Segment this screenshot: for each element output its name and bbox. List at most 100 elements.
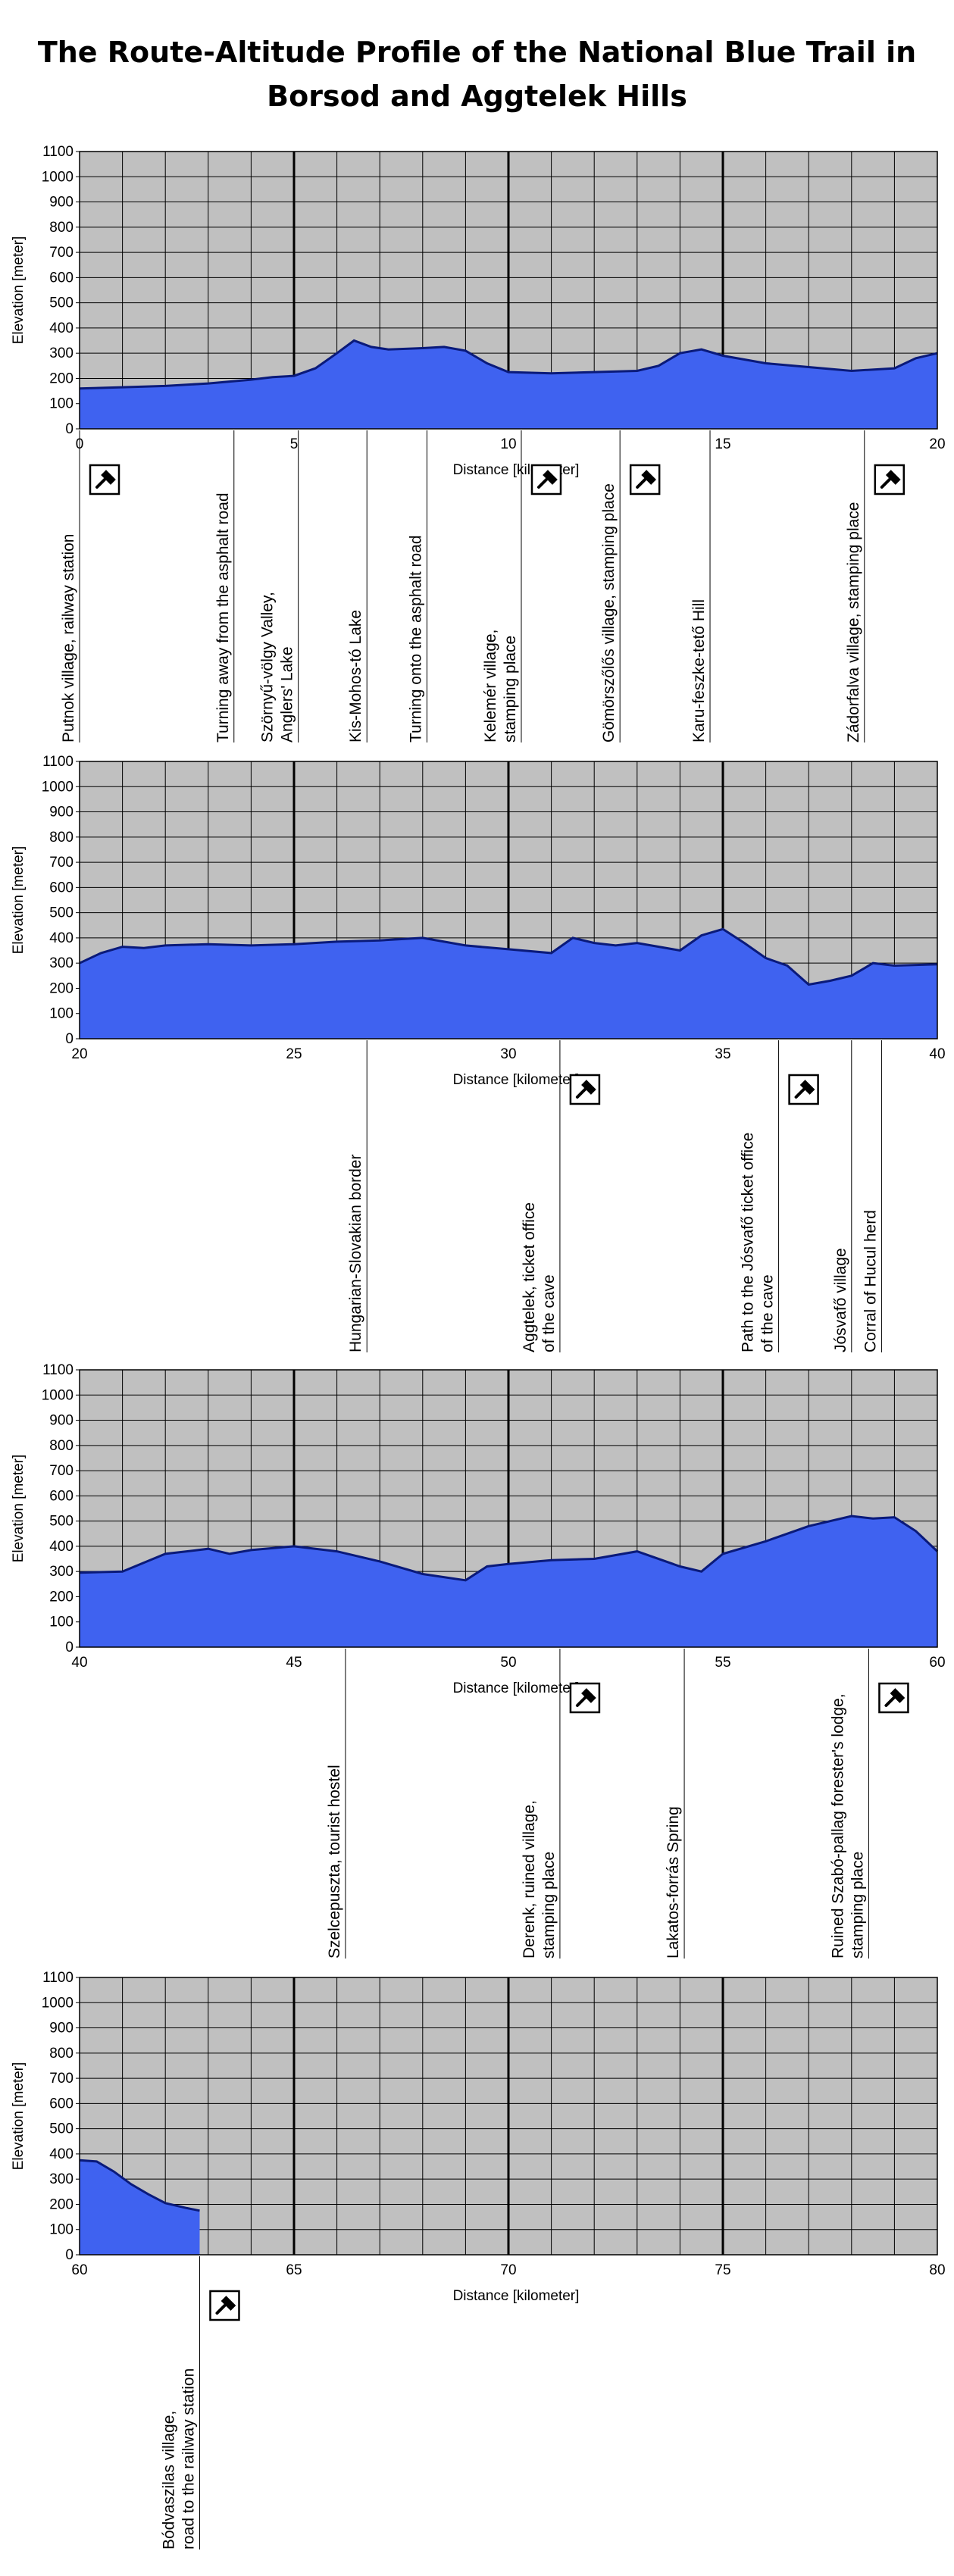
stamp-icon-glyph <box>794 1080 815 1099</box>
y-tick-label: 300 <box>49 345 74 361</box>
chart-panel-2: 0 100 200 300 400 500 600 700 800 900 1000 1100 20 25… <box>11 754 946 1352</box>
y-tick-label: 400 <box>49 2146 74 2162</box>
y-tick-label: 200 <box>49 980 74 996</box>
y-tick-label: 300 <box>49 955 74 971</box>
page-title-line-2: Borsod and Aggtelek Hills <box>267 80 687 113</box>
annotation: Bódvaszilas village, road to the railway … <box>160 2256 240 2549</box>
annotation-label: stamping place <box>502 636 519 742</box>
plot-frame <box>79 1977 938 2256</box>
stamp-icon-glyph <box>575 1688 596 1707</box>
elevation-line <box>79 2159 200 2212</box>
annotation: Ruined Szabó-pallag forester's lodge, sta… <box>829 1649 909 1959</box>
y-tick-label: 0 <box>65 421 74 437</box>
y-tick-label: 400 <box>49 320 74 336</box>
annotation: Karu-feszke-tető Hill <box>690 430 711 742</box>
y-tick-label: 0 <box>65 1031 74 1047</box>
y-tick-label: 1000 <box>42 1387 74 1403</box>
elevation-area <box>80 2160 200 2255</box>
y-tick-label: 800 <box>49 220 74 236</box>
y-tick-label: 1100 <box>42 754 74 770</box>
x-tick-label: 40 <box>71 1655 87 1671</box>
annotation: Hungarian-Slovakian border <box>347 1040 368 1353</box>
annotation: Putnok village, railway station <box>60 430 120 742</box>
stamp-icon <box>530 464 562 496</box>
y-axis-label: Elevation [meter] <box>11 2062 27 2171</box>
annotation-label: Turning onto the asphalt road <box>407 535 424 742</box>
plot-frame <box>79 151 938 430</box>
annotation-label: of the cave <box>540 1274 558 1352</box>
x-tick-label: 20 <box>71 1046 87 1062</box>
x-axis-label: Distance [kilometer] <box>453 2288 580 2304</box>
stamp-icon <box>878 1682 909 1714</box>
y-tick-label: 300 <box>49 1564 74 1580</box>
y-tick-label: 100 <box>49 1615 74 1630</box>
y-tick-label: 700 <box>49 2071 74 2087</box>
y-tick-label: 0 <box>65 2247 74 2263</box>
chart-panel-4: 0 100 200 300 400 500 600 700 800 900 1000 1100 60 65… <box>11 1970 946 2549</box>
x-tick-label: 30 <box>500 1046 516 1062</box>
y-tick-label: 700 <box>49 245 74 261</box>
annotation-label: Szörnyű-völgy Valley, <box>259 592 277 742</box>
x-tick-label: 20 <box>929 436 945 452</box>
y-tick-label: 0 <box>65 1640 74 1655</box>
y-tick-label: 100 <box>49 1006 74 1022</box>
y-axis-label: Elevation [meter] <box>11 846 27 955</box>
y-axis-label: Elevation [meter] <box>11 1455 27 1563</box>
y-tick-label: 1000 <box>42 1995 74 2011</box>
stamp-icon <box>569 1074 601 1105</box>
annotation-label: Anglers' Lake <box>279 646 296 742</box>
x-tick-label: 25 <box>286 1046 302 1062</box>
annotation-label: Path to the Jósvafő ticket office <box>740 1133 757 1352</box>
stamp-icon-glyph <box>636 470 656 489</box>
y-tick-label: 100 <box>49 2222 74 2238</box>
annotation-label: Kelemér village, <box>482 630 499 742</box>
y-tick-label: 900 <box>49 2021 74 2037</box>
plot-frame <box>79 1369 938 1648</box>
y-tick-label: 500 <box>49 2121 74 2137</box>
y-tick-label: 600 <box>49 270 74 286</box>
x-tick-label: 75 <box>715 2262 730 2278</box>
y-tick-label: 200 <box>49 370 74 386</box>
annotation-label: Hungarian-Slovakian border <box>347 1155 364 1353</box>
stamp-icon <box>209 2290 240 2321</box>
elevation-area <box>80 929 937 1039</box>
annotation-label: Corral of Hucul herd <box>862 1210 879 1352</box>
elevation-line <box>79 339 938 390</box>
stamp-icon-glyph <box>880 470 901 489</box>
y-tick-label: 1000 <box>42 779 74 795</box>
annotation-label: Kis-Mohos-tó Lake <box>347 610 364 742</box>
stamp-icon-frame <box>788 1074 819 1105</box>
elevation-area <box>80 1516 937 1647</box>
y-tick-label: 700 <box>49 855 74 871</box>
stamp-icon <box>874 464 906 496</box>
y-tick-label: 700 <box>49 1463 74 1479</box>
x-tick-label: 60 <box>929 1655 945 1671</box>
x-tick-label: 15 <box>715 436 730 452</box>
annotation: Lakatos-forrás Spring <box>665 1649 685 1959</box>
y-tick-label: 600 <box>49 2096 74 2112</box>
y-tick-label: 600 <box>49 1488 74 1504</box>
page-title-line-1: The Route-Altitude Profile of the Nation… <box>37 36 917 69</box>
y-tick-label: 500 <box>49 295 74 311</box>
annotation: Kis-Mohos-tó Lake <box>347 430 368 742</box>
page-title: The Route-Altitude Profile of the Nation… <box>0 30 954 118</box>
elevation-line <box>79 1515 939 1582</box>
y-tick-label: 900 <box>49 195 74 211</box>
annotation-label: Aggtelek, ticket office <box>521 1202 538 1352</box>
y-tick-label: 1100 <box>42 144 74 160</box>
x-axis-label: Distance [kilometer] <box>453 1072 580 1088</box>
annotation-label: Turning away from the asphalt road <box>214 492 232 742</box>
annotation-label: road to the railway station <box>180 2368 197 2549</box>
stamp-icon-glyph <box>884 1688 906 1707</box>
stamp-icon <box>788 1074 819 1105</box>
annotation-label: stamping place <box>540 1852 558 1959</box>
annotation: Path to the Jósvafő ticket office of the … <box>740 1040 819 1352</box>
annotation-label: Zádorfalva village, stamping place <box>845 502 862 742</box>
stamp-icon-glyph <box>215 2296 236 2315</box>
annotation: Corral of Hucul herd <box>862 1040 882 1352</box>
y-axis-label: Elevation [meter] <box>11 236 27 345</box>
annotation: Zádorfalva village, stamping place <box>845 430 906 742</box>
y-tick-label: 1100 <box>42 1362 74 1378</box>
